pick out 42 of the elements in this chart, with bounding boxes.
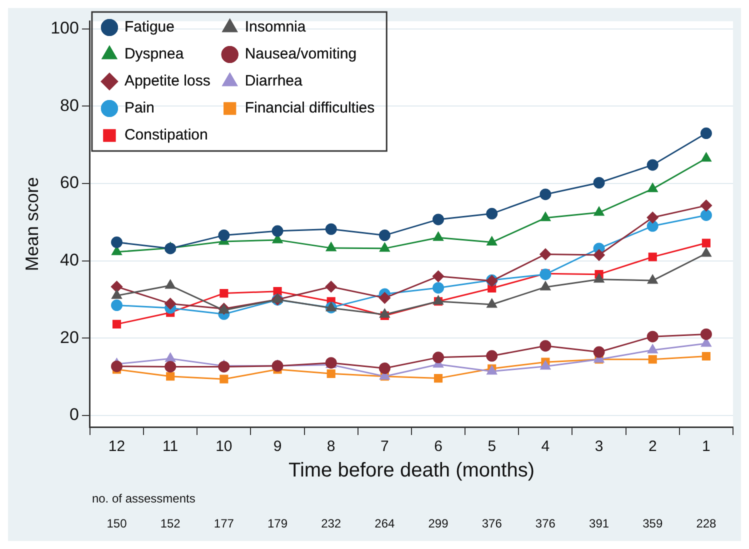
x-tick-label: 9 (273, 438, 282, 456)
legend-label: Financial difficulties (244, 100, 375, 117)
text: 152 (160, 516, 181, 530)
text: 359 (642, 516, 663, 530)
x-tick-label: 8 (326, 438, 336, 456)
y-tick-label: 0 (69, 405, 79, 424)
y-tick-label: 20 (60, 328, 79, 347)
text: 376 (482, 516, 502, 530)
x-axis-title: Time before death (months) (288, 460, 535, 482)
x-tick-label: 1 (702, 438, 710, 456)
legend-label: Fatigue (124, 18, 175, 36)
x-tick-label: 2 (648, 438, 657, 456)
text: no. of assessments (92, 491, 196, 506)
y-tick-label: 40 (60, 250, 79, 270)
x-tick-label: 12 (108, 438, 126, 456)
text: 179 (268, 516, 288, 530)
y-axis-title: Mean score (22, 177, 42, 272)
x-tick-label: 7 (380, 438, 389, 456)
y-tick-label: 80 (60, 96, 79, 115)
text: 376 (535, 516, 556, 530)
y-tick-label: 100 (50, 18, 79, 38)
text: 232 (321, 516, 342, 530)
y-tick-label: 60 (60, 173, 79, 192)
text: 264 (374, 516, 396, 530)
x-tick-label: 5 (488, 438, 496, 456)
text: 391 (589, 516, 610, 530)
legend-label: Diarrhea (244, 72, 304, 90)
legend-label: Dyspnea (124, 46, 184, 63)
text: 177 (214, 516, 234, 530)
x-tick-label: 10 (216, 438, 232, 456)
text: 150 (106, 516, 128, 530)
legend-label: Insomnia (244, 18, 306, 36)
x-tick-label: 11 (162, 438, 178, 456)
text: 299 (428, 516, 449, 530)
x-tick-label: 3 (594, 438, 604, 456)
legend-label: Pain (124, 100, 154, 117)
legend-label: Constipation (124, 126, 208, 144)
legend-label: Appetite loss (124, 72, 210, 90)
text: 228 (696, 516, 717, 530)
x-tick-label: 4 (541, 438, 550, 456)
x-tick-label: 6 (434, 438, 442, 456)
legend-label: Nausea/vomiting (244, 46, 357, 63)
